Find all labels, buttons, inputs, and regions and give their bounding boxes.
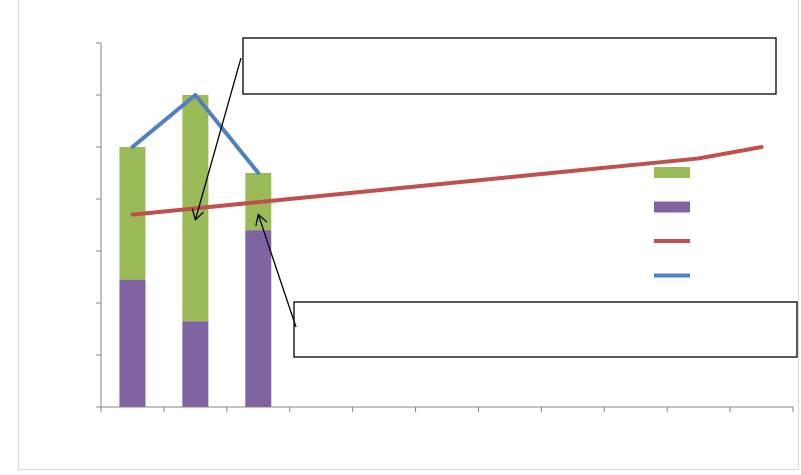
bar-segment-series-1: [119, 279, 146, 407]
legend-swatch-bar: [654, 201, 690, 213]
callout-arrow-2: [258, 215, 297, 328]
callout-box-2: [293, 301, 798, 358]
line-series-1: [130, 145, 764, 217]
callout-box-1: [242, 37, 777, 95]
legend-swatch-bar: [654, 167, 690, 178]
bar-segment-series-1: [182, 321, 209, 407]
line-series-2: [130, 93, 261, 175]
bar-segment-series-1: [245, 230, 272, 407]
callout-arrow-1: [195, 57, 242, 220]
